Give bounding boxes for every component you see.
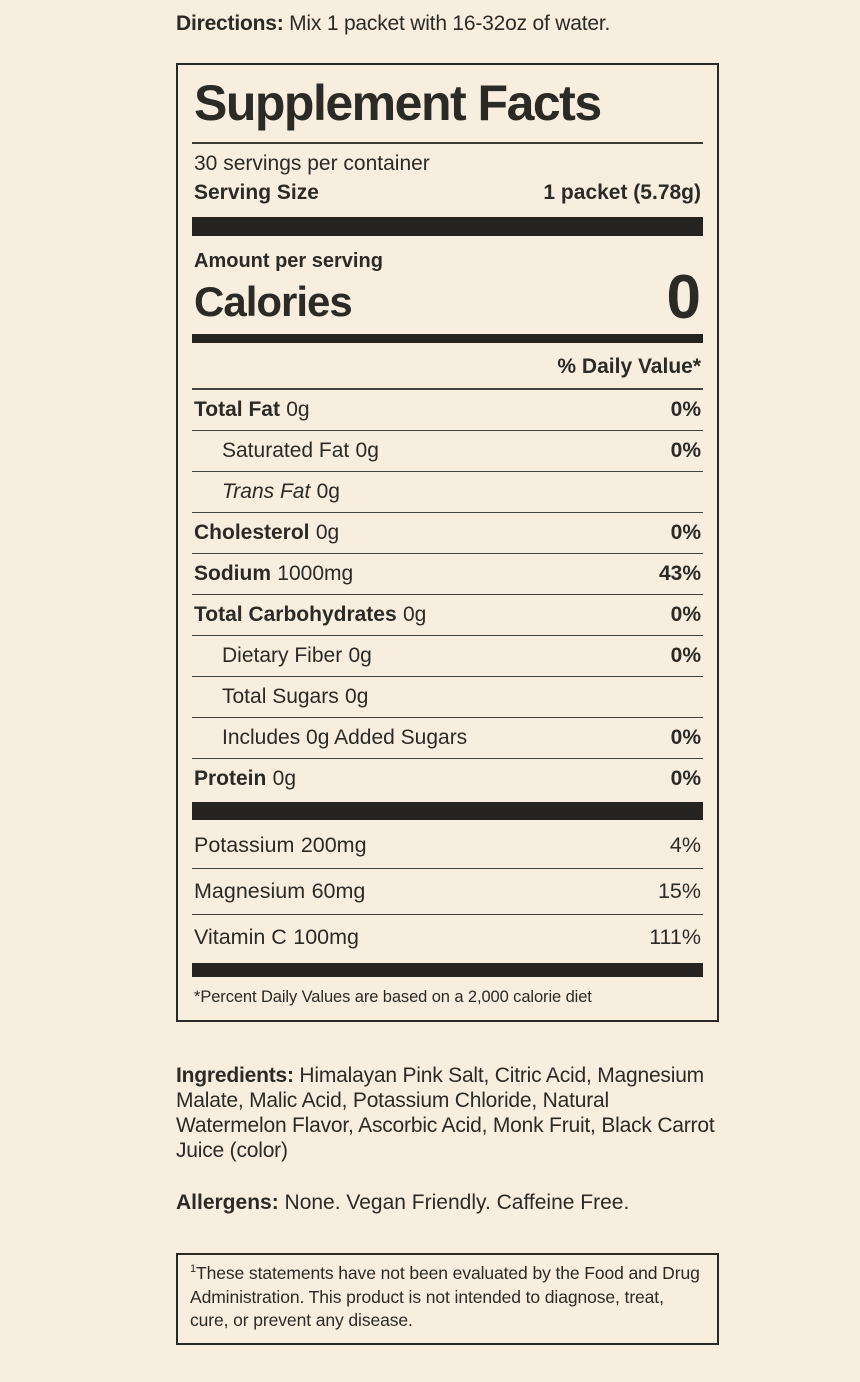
nutrient-amount: 0g	[316, 479, 340, 503]
calories-row: Calories 0	[192, 263, 703, 334]
nutrient-row-trans-fat: Trans Fat 0g	[192, 470, 703, 512]
nutrient-dv: 0%	[670, 520, 701, 544]
nutrient-name: Includes 0g Added Sugars	[222, 725, 468, 749]
nutrient-name: Cholesterol	[194, 520, 310, 544]
amount-per-serving-label: Amount per serving	[194, 250, 383, 272]
label-content: Directions: Mix 1 packet with 16-32oz of…	[176, 12, 719, 1346]
nutrient-dv: 0%	[670, 397, 701, 421]
allergens-label: Allergens:	[176, 1190, 279, 1214]
nutrient-amount: 0g	[345, 684, 369, 708]
panel-title: Supplement Facts	[194, 75, 602, 131]
nutrient-amount: 0g	[348, 643, 372, 667]
nutrient-row-total-sugars: Total Sugars 0g	[192, 675, 703, 717]
nutrient-name: Sodium	[194, 561, 271, 585]
serving-size-value: 1 packet (5.78g)	[543, 181, 701, 204]
divider-bar-medium	[192, 333, 703, 343]
allergens-text: Allergens: None. Vegan Friendly. Caffein…	[176, 1191, 719, 1215]
nutrient-dv: 0%	[670, 438, 701, 462]
fda-disclaimer-box: 1These statements have not been evaluate…	[176, 1252, 719, 1346]
nutrient-row-total-carbohydrates: Total Carbohydrates 0g 0%	[192, 593, 703, 635]
nutrient-name: Saturated Fat	[222, 438, 350, 462]
nutrient-dv: 0%	[670, 766, 701, 790]
nutrient-amount: 200mg	[300, 832, 367, 857]
ingredients-value: Himalayan Pink Salt, Citric Acid, Magnes…	[176, 1063, 715, 1162]
divider-bar-thick	[192, 962, 703, 977]
nutrient-row-saturated-fat: Saturated Fat 0g 0%	[192, 429, 703, 471]
nutrient-name: Total Carbohydrates	[194, 602, 397, 626]
allergens-value: None. Vegan Friendly. Caffeine Free.	[278, 1190, 630, 1214]
nutrient-row-dietary-fiber: Dietary Fiber 0g 0%	[192, 634, 703, 676]
nutrient-amount: 0g	[315, 520, 340, 544]
nutrient-amount: 0g	[286, 397, 310, 421]
daily-value-footnote: *Percent Daily Values are based on a 2,0…	[194, 987, 592, 1006]
directions-value: Mix 1 packet with 16-32oz of water.	[283, 12, 611, 35]
nutrient-name: Trans Fat	[222, 479, 311, 503]
directions-text: Directions: Mix 1 packet with 16-32oz of…	[176, 12, 719, 36]
calories-value: 0	[666, 263, 701, 332]
nutrient-name: Dietary Fiber	[222, 643, 343, 667]
nutrient-row-potassium: Potassium 200mg 4%	[192, 823, 703, 868]
nutrient-row-cholesterol: Cholesterol 0g 0%	[192, 511, 703, 553]
calories-label: Calories	[194, 277, 353, 325]
servings-per-container: 30 servings per container	[194, 152, 430, 175]
nutrient-dv: 15%	[657, 878, 701, 903]
nutrient-dv: 111%	[649, 924, 701, 949]
serving-size-label: Serving Size	[194, 181, 319, 204]
disclaimer-text: These statements have not been evaluated…	[190, 1262, 700, 1331]
divider-bar-thick	[192, 217, 703, 236]
nutrient-name: Protein	[194, 766, 267, 790]
nutrient-dv: 0%	[670, 725, 701, 749]
nutrient-amount: 0g	[402, 602, 427, 626]
nutrient-name: Potassium	[194, 832, 295, 857]
nutrient-dv: 0%	[670, 643, 701, 667]
nutrient-rows: Total Fat 0g 0% Saturated Fat 0g 0% Trans …	[192, 387, 703, 799]
nutrient-row-vitamin-c: Vitamin C 100mg 111%	[192, 913, 703, 960]
nutrient-name: Total Sugars	[222, 684, 339, 708]
nutrient-dv: 0%	[670, 602, 701, 626]
nutrient-name: Total Fat	[194, 397, 280, 421]
ingredients-label: Ingredients:	[176, 1063, 294, 1087]
nutrient-row-magnesium: Magnesium 60mg 15%	[192, 867, 703, 914]
ingredients-text: Ingredients: Himalayan Pink Salt, Citric…	[176, 1064, 719, 1164]
nutrient-amount: 1000mg	[277, 561, 354, 585]
nutrient-amount: 60mg	[311, 878, 366, 903]
divider-rule	[192, 142, 703, 144]
nutrient-amount: 0g	[355, 438, 379, 462]
nutrient-row-total-fat: Total Fat 0g 0%	[192, 390, 703, 430]
disclaimer-superscript: 1	[190, 1262, 197, 1275]
nutrient-dv: 43%	[658, 561, 701, 585]
divider-bar-thick	[192, 801, 703, 820]
supplement-facts-panel: Supplement Facts 30 servings per contain…	[176, 63, 719, 1022]
nutrient-name: Magnesium	[194, 878, 306, 903]
nutrient-row-sodium: Sodium 1000mg 43%	[192, 552, 703, 594]
serving-size-row: Serving Size 1 packet (5.78g)	[192, 178, 703, 215]
mineral-rows: Potassium 200mg 4% Magnesium 60mg 15% Vita…	[192, 823, 703, 960]
daily-value-header: % Daily Value*	[557, 354, 701, 378]
nutrient-amount: 0g	[272, 766, 296, 790]
nutrient-row-added-sugars: Includes 0g Added Sugars 0%	[192, 716, 703, 758]
nutrient-name: Vitamin C	[194, 924, 287, 949]
nutrient-amount: 100mg	[293, 924, 359, 949]
nutrient-row-protein: Protein 0g 0%	[192, 757, 703, 799]
nutrient-dv: 4%	[669, 832, 701, 857]
directions-label: Directions:	[176, 12, 284, 35]
